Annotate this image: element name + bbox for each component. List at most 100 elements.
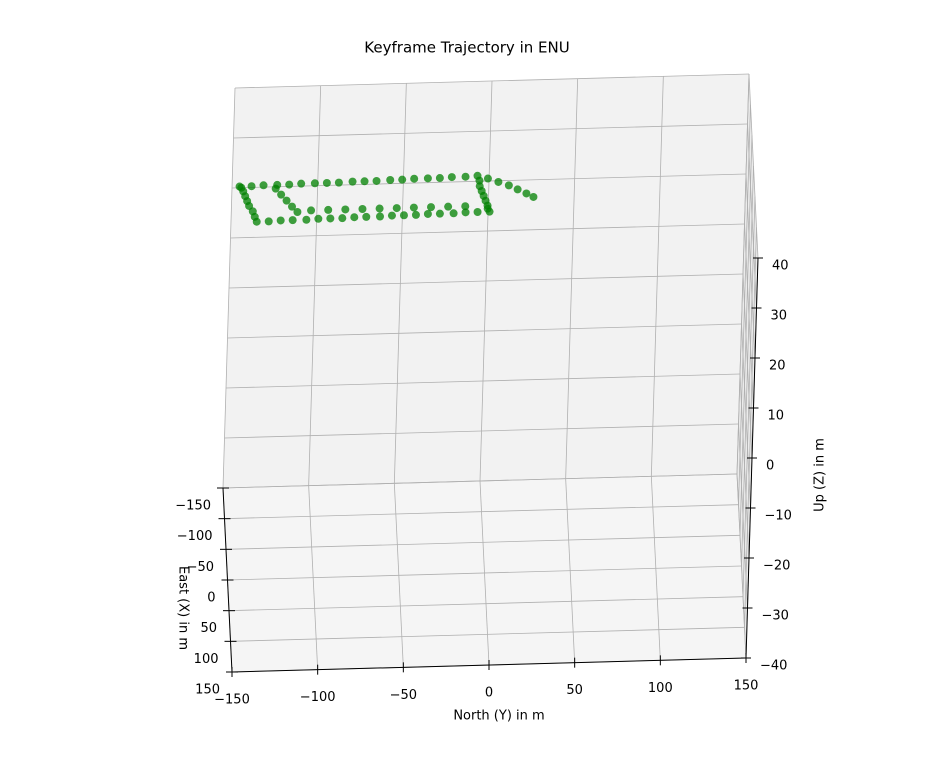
chart-title: Keyframe Trajectory in ENU — [364, 39, 569, 57]
grid-line — [228, 273, 744, 289]
grid-line — [227, 323, 742, 339]
point — [375, 212, 384, 221]
point — [449, 209, 458, 218]
y-tick-label: −100 — [300, 690, 336, 705]
x-tick-label: −50 — [187, 560, 214, 575]
x-tick-label: −150 — [175, 499, 211, 514]
x-axis-label: East (X) in m — [176, 566, 191, 650]
grid-line — [225, 373, 741, 389]
point — [423, 174, 432, 183]
point — [362, 212, 371, 221]
grid-line — [738, 423, 748, 609]
z-tick-label: −20 — [763, 559, 790, 574]
z-tick-label: 40 — [772, 259, 789, 274]
x-tick-label: 100 — [194, 652, 219, 667]
point — [237, 183, 246, 192]
point — [341, 205, 350, 214]
x-tick-label: 0 — [207, 591, 215, 606]
point — [271, 184, 280, 193]
point — [399, 211, 408, 220]
point — [334, 178, 343, 187]
point — [461, 202, 470, 211]
point — [513, 185, 522, 194]
y-tick-label: −150 — [214, 693, 250, 708]
point — [324, 205, 333, 214]
point — [435, 174, 444, 183]
grid-line — [230, 223, 745, 239]
point — [410, 174, 419, 183]
point — [409, 203, 418, 212]
point — [529, 192, 538, 201]
point — [338, 214, 347, 223]
grid-line — [222, 473, 738, 489]
point — [288, 202, 297, 211]
grid-line — [741, 323, 751, 509]
point — [297, 179, 306, 188]
x-tick-label: 150 — [195, 683, 220, 698]
point — [247, 182, 256, 191]
z-axis-label: Up (Z) in m — [813, 438, 828, 512]
point — [285, 180, 294, 189]
y-axis-label: North (Y) in m — [453, 709, 544, 724]
point — [473, 208, 482, 217]
grid-line — [234, 73, 750, 89]
point — [386, 175, 395, 184]
z-tick-label: −10 — [765, 509, 792, 524]
point — [494, 177, 503, 186]
point — [444, 202, 453, 211]
point — [314, 214, 323, 223]
z-tick-label: 0 — [766, 459, 774, 474]
point — [522, 189, 531, 198]
point — [350, 213, 359, 222]
point — [461, 172, 470, 181]
grid-line — [650, 476, 661, 661]
grid-line — [479, 480, 490, 666]
grid-line — [736, 473, 747, 659]
point — [310, 179, 319, 188]
grid-line — [393, 483, 404, 668]
grid-line — [565, 478, 576, 663]
point — [264, 217, 273, 226]
grid-line — [744, 223, 754, 409]
point — [392, 204, 401, 213]
grid-line — [233, 123, 748, 139]
point — [423, 209, 432, 218]
point — [461, 208, 470, 217]
grid-line — [308, 485, 319, 670]
y-tick-label: 150 — [734, 679, 759, 694]
z-tick-label: −30 — [762, 609, 789, 624]
z-tick-label: 20 — [769, 359, 786, 374]
point — [375, 204, 384, 213]
grid-line — [747, 123, 757, 309]
y-tick-label: −50 — [390, 688, 417, 703]
x-tick-label: 50 — [200, 621, 217, 636]
point — [288, 216, 297, 225]
point — [398, 175, 407, 184]
z-tick-label: 30 — [771, 309, 788, 324]
point — [360, 177, 369, 186]
point — [259, 181, 268, 190]
point — [322, 178, 331, 187]
point — [387, 211, 396, 220]
grid-line — [742, 273, 753, 459]
point — [302, 215, 311, 224]
y-tick-label: 100 — [648, 681, 673, 696]
point — [276, 216, 285, 225]
point — [435, 209, 444, 218]
z-tick-label: 10 — [768, 409, 785, 424]
y-tick-label: 0 — [485, 686, 493, 701]
grid-line — [739, 373, 750, 559]
point — [447, 173, 456, 182]
point — [326, 214, 335, 223]
x-tick-label: −100 — [177, 529, 213, 544]
grid-line — [745, 173, 756, 359]
point — [504, 181, 513, 190]
point — [293, 208, 302, 216]
point — [483, 174, 492, 183]
point — [277, 190, 286, 199]
y-tick-label: 50 — [566, 683, 583, 698]
point — [282, 196, 291, 205]
z-tick-label: −40 — [760, 659, 787, 674]
grid-line — [748, 73, 759, 259]
